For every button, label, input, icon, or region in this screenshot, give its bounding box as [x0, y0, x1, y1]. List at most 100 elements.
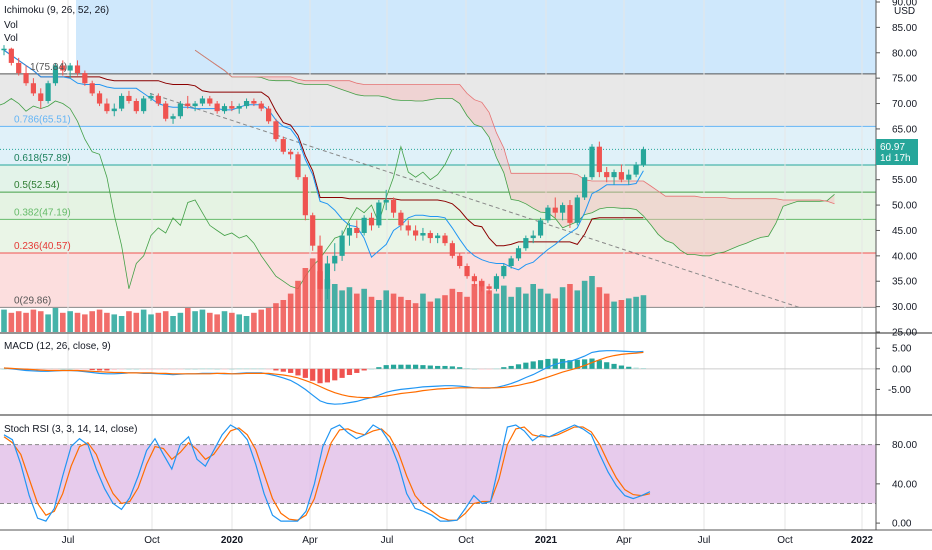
volume-bar	[324, 279, 331, 332]
macd-histogram-bar	[354, 368, 360, 373]
stoch-k-line	[3, 424, 651, 522]
macd-histogram-bar	[258, 368, 264, 370]
time-tick-label: 2021	[535, 535, 558, 546]
volume-bar	[368, 296, 375, 332]
candle-body	[398, 212, 404, 226]
time-tick-label: Oct	[144, 535, 160, 546]
zone-2	[0, 165, 876, 193]
macd-histogram-bar	[413, 364, 419, 369]
macd-histogram-bar	[604, 362, 610, 369]
volume-bar	[140, 309, 147, 332]
volume-bars	[1, 258, 647, 332]
candle-body	[170, 116, 176, 119]
volume-label-2[interactable]: Vol	[4, 33, 18, 44]
macd-histogram-bar	[324, 368, 330, 383]
candle-body	[383, 200, 389, 203]
macd-tick-label: -5.00	[888, 385, 911, 396]
macd-histogram-bar	[339, 368, 345, 378]
volume-bar	[104, 312, 110, 332]
macd-histogram-bar	[236, 368, 242, 370]
candle-body	[560, 205, 566, 213]
macd-histogram-bar	[523, 362, 529, 369]
stoch-rsi-label[interactable]: Stoch RSI (3, 3, 14, 14, close)	[4, 424, 137, 435]
candle-body	[604, 172, 610, 178]
signal-line	[3, 351, 644, 399]
price-tick-label: 55.00	[892, 175, 917, 186]
time-tick-label: 2020	[221, 535, 244, 546]
candle-body	[221, 106, 228, 112]
time-tick-label: Jul	[381, 535, 394, 546]
candle-body	[537, 220, 544, 236]
volume-bar	[493, 293, 500, 332]
macd-histogram-bar	[89, 368, 95, 371]
candle-body	[618, 172, 624, 180]
candle-body	[310, 215, 316, 246]
candle-body	[45, 83, 51, 101]
macd-histogram-bar	[442, 365, 448, 369]
zone-3	[0, 192, 876, 220]
macd-histogram-bar	[229, 368, 235, 370]
macd-label[interactable]: MACD (12, 26, close, 9)	[4, 341, 111, 352]
volume-bar	[346, 287, 353, 332]
candle-body	[23, 73, 29, 84]
macd-histogram-bar	[199, 368, 206, 370]
candle-body	[420, 233, 426, 236]
volume-bar	[177, 312, 184, 332]
volume-bar	[317, 271, 323, 332]
kijun-sen	[3, 49, 644, 247]
volume-bar	[464, 296, 470, 332]
volume-bar	[559, 287, 566, 332]
volume-bar	[184, 308, 191, 332]
volume-bar	[111, 314, 118, 332]
volume-bar	[427, 301, 434, 332]
price-tick-label: 90.00	[892, 0, 917, 9]
macd-histogram-bar	[596, 360, 602, 369]
volume-bar	[390, 293, 397, 332]
macd-histogram-bar	[560, 358, 566, 369]
candle-body	[530, 235, 536, 239]
candle-body	[368, 217, 375, 226]
candle-body	[30, 83, 36, 94]
macd-histogram-bar	[552, 358, 558, 369]
candle-body	[243, 101, 250, 107]
volume-bar	[596, 287, 603, 332]
candle-body	[177, 103, 183, 117]
candle-body	[574, 197, 580, 223]
candle-body	[361, 217, 367, 233]
volume-bar	[30, 309, 37, 332]
candle-body	[339, 235, 345, 256]
macd-histogram-bar	[266, 368, 272, 370]
candle-body	[640, 149, 647, 165]
stoch-tick-label: 0.00	[892, 519, 912, 530]
macd-histogram-bar	[310, 368, 316, 381]
currency-label: USD	[894, 6, 915, 17]
stoch-d-line	[3, 426, 651, 521]
macd-histogram-bar	[214, 368, 220, 370]
candle-body	[133, 101, 139, 112]
volume-bar	[118, 316, 125, 332]
macd-histogram-bar	[60, 368, 66, 370]
candle-body	[155, 95, 161, 104]
macd-pane	[0, 350, 876, 405]
fib-zones	[0, 0, 876, 308]
macd-histogram-bar	[501, 367, 507, 369]
candle-body	[96, 93, 103, 104]
candle-body	[141, 98, 147, 112]
candle-body	[1, 48, 7, 51]
candle-body	[111, 108, 117, 112]
price-tick-label: 85.00	[892, 23, 917, 34]
candle-body	[302, 177, 308, 216]
price-tick-label: 65.00	[892, 124, 917, 135]
fib-label-4: 0.382(47.19)	[14, 207, 71, 218]
candle-body	[324, 263, 330, 289]
volume-bar	[383, 290, 389, 332]
candle-body	[38, 93, 44, 101]
price-tick-label: 70.00	[892, 99, 917, 110]
volume-bar	[309, 258, 316, 332]
macd-histogram-bar	[515, 364, 522, 369]
volume-label[interactable]: Vol	[4, 20, 18, 31]
volume-bar	[625, 298, 632, 332]
macd-histogram-bar	[52, 368, 59, 370]
chikou-span	[0, 98, 453, 290]
ichimoku-label[interactable]: Ichimoku (9, 26, 52, 26)	[4, 5, 109, 16]
